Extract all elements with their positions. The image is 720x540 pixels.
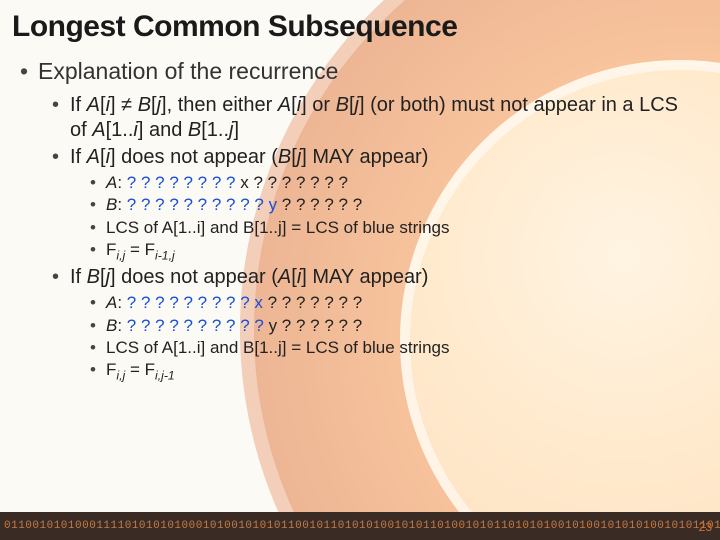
bullet-marker: • <box>90 194 106 215</box>
page-number: 23 <box>699 520 712 534</box>
lvl3-text: B: ? ? ? ? ? ? ? ? ? ? y ? ? ? ? ? ? <box>106 315 700 336</box>
lvl2-text: If B[j] does not appear (A[i] MAY appear… <box>70 265 700 290</box>
bullet-marker: • <box>90 315 106 336</box>
bullet-lvl3: • LCS of A[1..i] and B[1..j] = LCS of bl… <box>90 337 700 358</box>
bullet-lvl3: • LCS of A[1..i] and B[1..j] = LCS of bl… <box>90 217 700 238</box>
bullet-marker: • <box>20 58 38 85</box>
lvl3-text: LCS of A[1..i] and B[1..j] = LCS of blue… <box>106 337 700 358</box>
bullet-marker: • <box>52 265 70 290</box>
bullet-lvl3: • A: ? ? ? ? ? ? ? ? ? x ? ? ? ? ? ? ? <box>90 292 700 313</box>
slide-content: Longest Common Subsequence • Explanation… <box>0 0 720 540</box>
bullet-lvl3: • Fi,j = Fi,j-1 <box>90 359 700 384</box>
bullet-marker: • <box>90 217 106 238</box>
lvl1-text: Explanation of the recurrence <box>38 58 700 85</box>
bullet-marker: • <box>90 172 106 193</box>
lvl3-text: B: ? ? ? ? ? ? ? ? ? ? y ? ? ? ? ? ? <box>106 194 700 215</box>
bullet-lvl2: • If A[i] does not appear (B[j] MAY appe… <box>52 145 700 170</box>
lvl3-text: A: ? ? ? ? ? ? ? ? ? x ? ? ? ? ? ? ? <box>106 292 700 313</box>
lvl3-text: Fi,j = Fi-1,j <box>106 239 700 264</box>
bullet-marker: • <box>90 292 106 313</box>
bullet-marker: • <box>52 93 70 143</box>
bullet-marker: • <box>90 239 106 264</box>
lvl3-text: A: ? ? ? ? ? ? ? ? x ? ? ? ? ? ? ? <box>106 172 700 193</box>
bullet-marker: • <box>90 359 106 384</box>
bullet-lvl3: • Fi,j = Fi-1,j <box>90 239 700 264</box>
lvl3-text: LCS of A[1..i] and B[1..j] = LCS of blue… <box>106 217 700 238</box>
binary-strip: 0110010101000111101010101000101001010101… <box>0 520 720 532</box>
bullet-lvl2: • If B[j] does not appear (A[i] MAY appe… <box>52 265 700 290</box>
bullet-lvl2: • If A[i] ≠ B[j], then either A[i] or B[… <box>52 93 700 143</box>
slide-title: Longest Common Subsequence <box>12 10 700 44</box>
bullet-lvl3: • B: ? ? ? ? ? ? ? ? ? ? y ? ? ? ? ? ? <box>90 194 700 215</box>
lvl3-text: Fi,j = Fi,j-1 <box>106 359 700 384</box>
bullet-lvl3: • A: ? ? ? ? ? ? ? ? x ? ? ? ? ? ? ? <box>90 172 700 193</box>
footer-bar: 0110010101000111101010101000101001010101… <box>0 512 720 540</box>
bullet-lvl3: • B: ? ? ? ? ? ? ? ? ? ? y ? ? ? ? ? ? <box>90 315 700 336</box>
lvl2-text: If A[i] ≠ B[j], then either A[i] or B[j]… <box>70 93 700 143</box>
lvl2-text: If A[i] does not appear (B[j] MAY appear… <box>70 145 700 170</box>
bullet-marker: • <box>52 145 70 170</box>
bullet-marker: • <box>90 337 106 358</box>
bullet-lvl1: • Explanation of the recurrence <box>20 58 700 85</box>
